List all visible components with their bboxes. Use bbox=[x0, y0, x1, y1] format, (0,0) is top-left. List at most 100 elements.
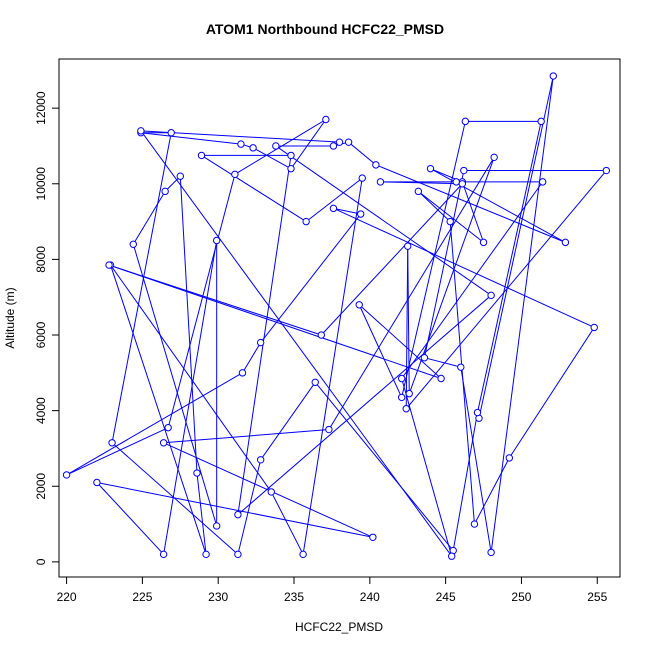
series-line-segment bbox=[401, 121, 466, 398]
series-line-segment bbox=[140, 130, 453, 557]
series-line-segment bbox=[424, 357, 461, 368]
series-point bbox=[159, 550, 168, 559]
series-line-segment bbox=[449, 221, 475, 525]
x-axis-label: HCFC22_PMSD bbox=[295, 620, 383, 634]
series-point bbox=[448, 552, 456, 560]
series-line-segment bbox=[196, 472, 207, 555]
series-point bbox=[460, 166, 468, 175]
series-line-segment bbox=[476, 121, 542, 413]
series-point bbox=[161, 187, 169, 196]
series-line-segment bbox=[252, 147, 292, 170]
series-line-segment bbox=[163, 240, 218, 555]
series-point bbox=[452, 178, 460, 186]
series-point bbox=[372, 161, 380, 169]
series-point bbox=[287, 164, 295, 173]
series-point bbox=[490, 153, 498, 162]
series-line-segment bbox=[423, 170, 465, 358]
series-line-segment bbox=[290, 119, 327, 169]
series-point bbox=[505, 454, 514, 462]
series-point bbox=[302, 217, 310, 226]
series-point bbox=[376, 178, 385, 186]
series-point bbox=[231, 170, 239, 179]
series-point bbox=[256, 456, 265, 464]
series-point bbox=[538, 178, 547, 186]
series-point bbox=[93, 478, 101, 487]
series-point bbox=[197, 151, 206, 160]
series-point bbox=[357, 210, 365, 218]
series-point bbox=[164, 423, 172, 432]
series-point bbox=[317, 331, 326, 339]
x-tick-label: 255 bbox=[587, 590, 607, 604]
series-line-segment bbox=[111, 132, 172, 443]
series-line-segment bbox=[270, 491, 304, 555]
series-line-segment bbox=[110, 264, 207, 555]
x-tick-label: 220 bbox=[57, 590, 77, 604]
series-point bbox=[458, 180, 467, 188]
series-point bbox=[355, 301, 363, 309]
series-point bbox=[238, 369, 247, 377]
series-line-segment bbox=[375, 164, 566, 243]
series-line-segment bbox=[417, 190, 451, 222]
x-axis-ticks: 220 225 230 235 240 245 250 255 bbox=[57, 577, 608, 604]
series-point bbox=[256, 338, 265, 347]
series-point bbox=[329, 142, 338, 150]
series-point bbox=[358, 174, 366, 182]
series-point bbox=[234, 550, 242, 559]
series-line-segment bbox=[132, 191, 166, 245]
series-point bbox=[329, 204, 338, 213]
series-line-segment bbox=[66, 427, 169, 476]
series-line-segment bbox=[260, 213, 362, 343]
series-point bbox=[105, 261, 113, 269]
x-tick-label: 240 bbox=[360, 590, 380, 604]
series-line-segment bbox=[108, 264, 442, 379]
y-tick-label: 2000 bbox=[34, 473, 48, 500]
series-point bbox=[311, 378, 319, 386]
series-line-segment bbox=[96, 482, 164, 555]
series-line-segment bbox=[314, 381, 454, 551]
series-point bbox=[212, 236, 221, 245]
series-line-segment bbox=[237, 155, 292, 515]
series-point bbox=[267, 488, 275, 496]
series-line-segment bbox=[237, 294, 492, 515]
series-point bbox=[249, 144, 257, 152]
series-line-segment bbox=[348, 141, 377, 166]
series-point bbox=[405, 389, 413, 398]
y-tick-label: 8000 bbox=[34, 246, 48, 273]
y-tick-label: 0 bbox=[34, 558, 48, 565]
series-line-segment bbox=[333, 207, 595, 328]
series-line-segment bbox=[418, 190, 484, 243]
series-point bbox=[176, 172, 184, 180]
series-point bbox=[414, 187, 423, 196]
series-point bbox=[590, 323, 598, 332]
x-tick-label: 250 bbox=[511, 590, 531, 604]
series-point bbox=[397, 393, 406, 402]
series-point bbox=[602, 166, 611, 175]
x-tick-label: 230 bbox=[208, 590, 228, 604]
series-line-segment bbox=[302, 178, 363, 555]
series-line-segment bbox=[358, 304, 403, 398]
series-point bbox=[487, 291, 495, 300]
series-line-segment bbox=[490, 75, 554, 553]
series-line-segment bbox=[237, 459, 262, 555]
series-point bbox=[487, 548, 495, 557]
series-point bbox=[537, 117, 545, 126]
series-point bbox=[457, 363, 465, 371]
series-line-segment bbox=[305, 177, 363, 222]
series-line-segment bbox=[333, 207, 361, 215]
y-tick-label: 12000 bbox=[34, 91, 48, 125]
series-point bbox=[287, 151, 295, 160]
series-point bbox=[322, 115, 330, 124]
series-line-segment bbox=[167, 174, 236, 428]
series-line-segment bbox=[460, 367, 492, 553]
chart-title: ATOM1 Northbound HCFC22_PMSD bbox=[206, 21, 444, 37]
series-point bbox=[549, 72, 557, 80]
series-line-segment bbox=[461, 181, 485, 243]
series-line-segment bbox=[110, 264, 272, 493]
series-line-segment bbox=[474, 457, 510, 525]
series-point bbox=[137, 127, 145, 135]
series-point bbox=[561, 238, 570, 247]
series-line-segment bbox=[358, 304, 442, 379]
series-line-segment bbox=[478, 75, 554, 419]
series-line-segment bbox=[111, 442, 239, 555]
